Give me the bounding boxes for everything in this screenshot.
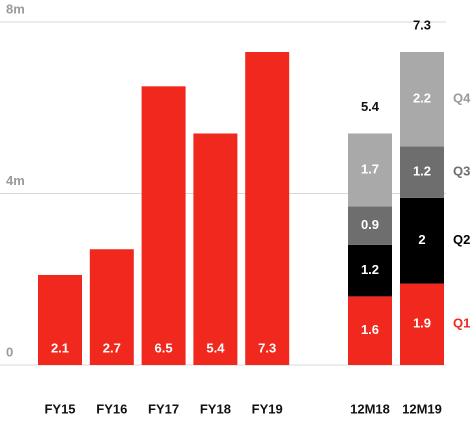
bar-segment: [400, 197, 444, 284]
legend-label: Q2: [453, 232, 470, 247]
y-tick-label: 0: [6, 344, 13, 359]
legend-label: Q3: [453, 164, 470, 179]
value-label: 1.2: [361, 262, 379, 277]
value-label: 2.7: [103, 340, 121, 355]
x-tick-label: FY17: [148, 401, 179, 416]
value-label: 1.7: [361, 161, 379, 176]
legend-label: Q4: [453, 91, 471, 106]
bar-segment: [400, 52, 444, 147]
value-label: 0.9: [361, 217, 379, 232]
x-tick-label: 12M18: [350, 401, 390, 416]
bar-segment: [348, 133, 392, 207]
bar: [38, 274, 82, 365]
total-label: 5.4: [361, 99, 380, 114]
bar-segment: [348, 244, 392, 297]
bar: [245, 52, 290, 365]
value-label: 2: [418, 232, 425, 247]
bar-segment: [348, 296, 392, 365]
value-label: 5.4: [206, 340, 225, 355]
value-label: 7.3: [258, 340, 276, 355]
bar-segment: [400, 283, 444, 365]
bar-segment: [400, 146, 444, 198]
x-tick-label: FY15: [44, 401, 75, 416]
x-tick-label: FY16: [96, 401, 127, 416]
value-label: 1.2: [413, 164, 431, 179]
value-label: 2.2: [413, 91, 431, 106]
y-tick-label: 8m: [6, 1, 25, 16]
value-label: 1.9: [413, 316, 431, 331]
y-tick-label: 4m: [6, 173, 25, 188]
x-tick-label: 12M19: [402, 401, 442, 416]
legend-label: Q1: [453, 316, 470, 331]
value-label: 1.6: [361, 322, 379, 337]
bar-segment: [348, 206, 392, 245]
bar: [89, 249, 134, 365]
bar: [141, 86, 186, 365]
x-tick-label: FY18: [200, 401, 231, 416]
bar: [193, 133, 238, 365]
x-tick-label: FY19: [252, 401, 283, 416]
total-label: 7.3: [413, 17, 431, 32]
value-label: 6.5: [155, 340, 173, 355]
value-label: 2.1: [51, 340, 69, 355]
